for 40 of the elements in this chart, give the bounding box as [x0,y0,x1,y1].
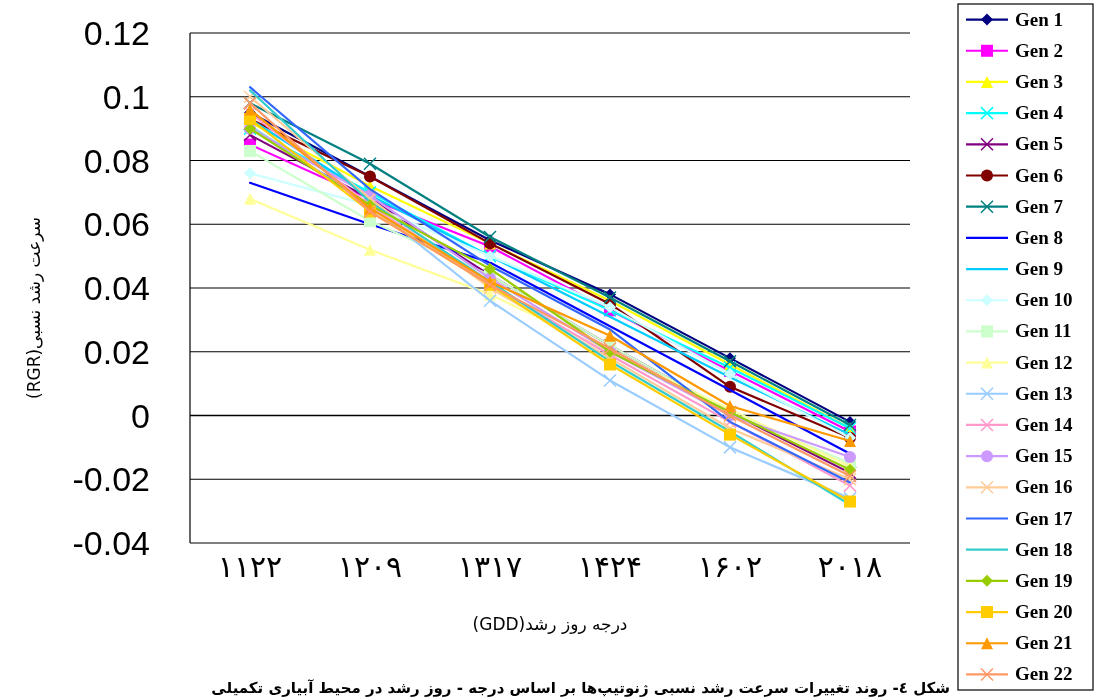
legend-label: Gen 6 [1015,164,1064,186]
legend-label: Gen 2 [1015,39,1064,61]
text: شکل ٤- روند تغییرات سرعت رشد نسبی ژنوتیپ‌ها بر اساس درجه - روز رشد در محیط آبیاری تکمیلی [211,679,950,697]
y-tick-label: 0.08 [83,141,150,180]
legend-label: Gen 3 [1015,70,1064,92]
legend-label: Gen 17 [1015,507,1074,529]
y-tick-label: 0.02 [83,332,150,371]
y-tick-label: 0.04 [83,269,150,307]
y-tick-label: 0.12 [83,14,150,52]
y-tick-label: -0.02 [72,460,150,499]
x-tick-label: ۲۰۱۸ [817,549,883,584]
legend-label: Gen 4 [1015,102,1064,124]
y-tick-label: 0.06 [83,205,150,244]
legend-label: Gen 14 [1015,413,1074,435]
legend-label: Gen 9 [1015,258,1064,280]
y-tick-label: 0.1 [102,77,150,116]
legend-label: Gen 15 [1015,445,1073,467]
legend-label: Gen 20 [1015,601,1073,623]
x-tick-label: ۱۲۰۹ [337,549,403,584]
y-axis-title: سرعت رشد نسبی(RGR) [24,217,44,399]
legend-label: Gen 10 [1015,289,1073,311]
legend-label: Gen 16 [1015,476,1073,498]
y-tick-label: 0 [131,396,150,435]
legend-label: Gen 5 [1015,133,1064,155]
x-tick-label: ۱۳۱۷ [457,549,523,584]
legend-label: Gen 8 [1015,226,1064,248]
legend-label: Gen 19 [1015,569,1073,591]
legend-label: Gen 11 [1015,320,1072,342]
legend-label: Gen 12 [1015,351,1073,373]
legend-label: Gen 1 [1015,8,1064,30]
legend-label: Gen 18 [1015,538,1073,560]
x-tick-label: ۱۶۰۲ [697,549,763,584]
legend-label: Gen 22 [1015,663,1073,685]
x-axis-title: درجه روز رشد(GDD) [472,614,628,634]
legend-label: Gen 7 [1015,195,1064,217]
legend-label: Gen 21 [1015,632,1073,654]
y-tick-label: -0.04 [72,524,150,562]
x-tick-label: ۱۴۲۴ [577,549,643,584]
legend-label: Gen 13 [1015,382,1073,404]
x-tick-label: ۱۱۲۲ [217,549,283,584]
